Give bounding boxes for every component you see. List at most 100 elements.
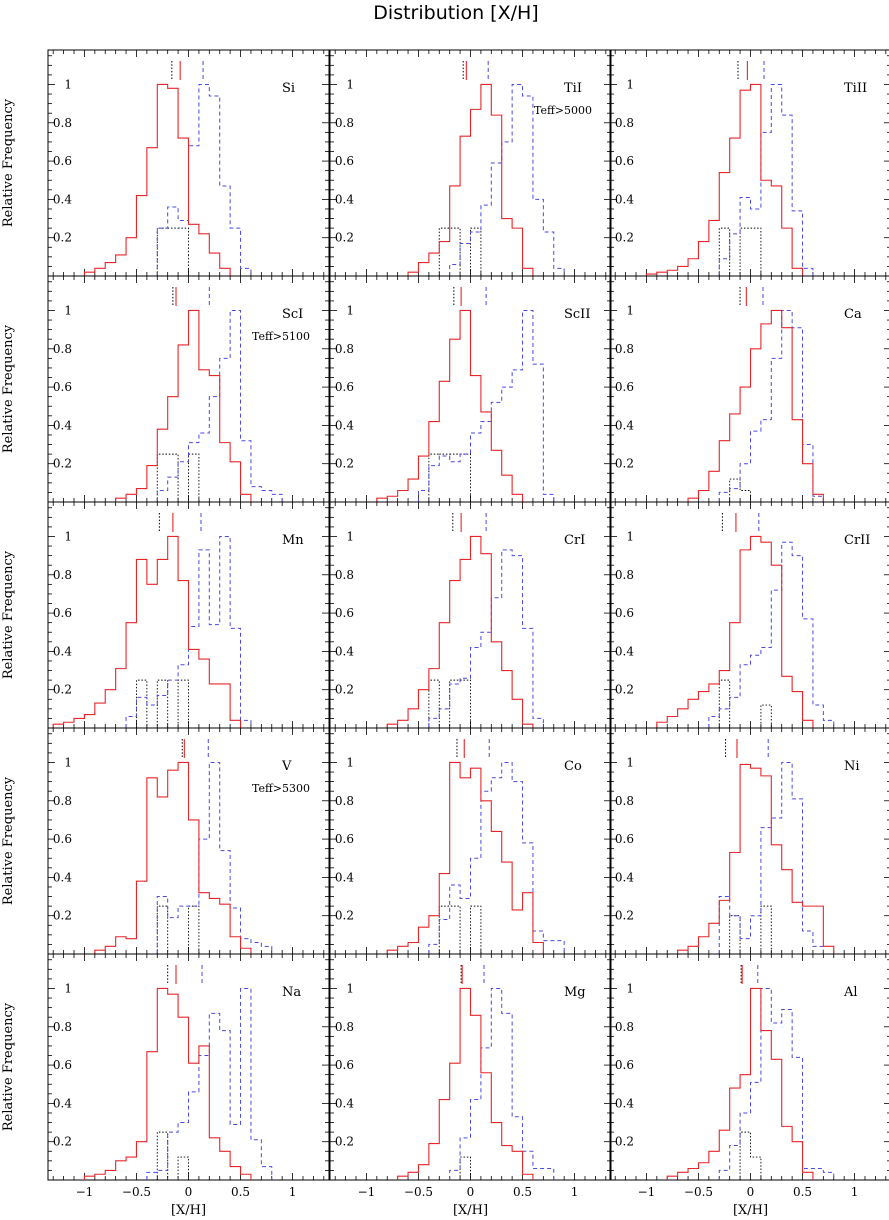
y-tick-label: 0.6 [335, 832, 354, 846]
histogram-red-solid [52, 535, 242, 728]
histogram-black-dotted [156, 1131, 189, 1181]
y-tick-label: 0.6 [335, 154, 354, 168]
y-tick-label: 0.8 [335, 794, 354, 808]
y-tick-label: 0.8 [615, 116, 634, 130]
histogram-red-solid [83, 987, 252, 1180]
histogram-blue-dashed [156, 83, 252, 276]
y-tick-label: 1 [64, 529, 72, 543]
y-tick-label: 0.4 [53, 192, 72, 206]
y-tick-label: 0.6 [53, 1058, 72, 1072]
histogram-black-dotted [718, 227, 762, 277]
y-tick-label: 0.6 [615, 606, 634, 620]
y-tick-label: 1 [64, 755, 72, 769]
histogram-blue-dashed [718, 309, 824, 502]
y-tick-label: 0.6 [335, 606, 354, 620]
element-label: CrI [564, 533, 585, 548]
y-tick-label: 0.6 [335, 380, 354, 394]
histogram-blue-dashed [449, 987, 555, 1180]
y-tick-label: 0.4 [615, 192, 634, 206]
x-tick-label: −1 [638, 1185, 656, 1199]
y-tick-label: 0.4 [335, 1096, 354, 1110]
histogram-black-dotted [428, 453, 471, 502]
histogram-red-solid [656, 535, 814, 728]
panel-tiii: 0.2 0.4 0.6 0.8 1 TiII [609, 49, 889, 277]
figure-title: Distribution [X/H] [373, 2, 538, 24]
histogram-blue-dashed [428, 549, 544, 728]
y-tick-label: 1 [626, 529, 634, 543]
y-tick-label: 0.2 [53, 457, 72, 471]
y-tick-label: 0.6 [53, 380, 72, 394]
y-tick-label: 0.2 [615, 683, 634, 697]
y-tick-label: 0.6 [335, 1058, 354, 1072]
x-axis-label: [X/H] [171, 1203, 206, 1218]
histogram-blue-dashed [449, 83, 565, 276]
x-tick-label: 0.5 [513, 1185, 532, 1199]
y-tick-label: 0.2 [335, 1135, 354, 1149]
x-tick-label: 0.5 [793, 1185, 812, 1199]
y-tick-label: 0.2 [615, 231, 634, 245]
element-label: Ni [844, 759, 860, 774]
x-tick-label: 1 [851, 1185, 859, 1199]
histogram-red-solid [407, 83, 534, 276]
element-label: Al [843, 985, 858, 1000]
histogram-red-solid [397, 987, 534, 1180]
panel-al: 0.2 0.4 0.6 0.8 1 Al −1 −0.5 0 0.5 1 [X/H] [609, 953, 889, 1218]
y-tick-label: 0.8 [53, 568, 72, 582]
x-tick-label: −1 [358, 1185, 376, 1199]
y-axis-label: Relative Frequency [1, 550, 16, 679]
histogram-red-solid [115, 309, 252, 502]
histogram-blue-dashed [428, 761, 565, 954]
element-label: Si [282, 81, 295, 96]
x-tick-label: 0 [185, 1185, 193, 1199]
element-label: TiI [564, 81, 582, 96]
y-tick-label: 0.4 [335, 418, 354, 432]
histogram-black-dotted [156, 905, 200, 955]
element-label: ScII [564, 307, 590, 322]
histogram-black-dotted [729, 1131, 762, 1181]
y-tick-label: 0.8 [615, 342, 634, 356]
teff-note: Teff>5100 [252, 330, 310, 343]
element-label: Mn [282, 533, 304, 548]
histogram-black-dotted [136, 679, 189, 729]
y-tick-label: 0.8 [53, 116, 72, 130]
histogram-red-solid [376, 309, 524, 502]
histogram-blue-dashed [156, 761, 273, 954]
y-tick-label: 0.8 [335, 1020, 354, 1034]
y-tick-label: 0.6 [53, 606, 72, 620]
x-tick-label: −1 [76, 1185, 94, 1199]
y-tick-label: 1 [346, 77, 354, 91]
histogram-black-dotted [729, 478, 751, 502]
y-tick-label: 0.8 [615, 794, 634, 808]
element-label: Na [282, 985, 301, 1000]
y-tick-label: 0.8 [53, 1020, 72, 1034]
y-tick-label: 0.4 [335, 870, 354, 884]
y-tick-label: 0.6 [615, 380, 634, 394]
histogram-black-dotted [438, 905, 482, 955]
histogram-red-solid [666, 987, 814, 1180]
y-tick-label: 1 [626, 755, 634, 769]
panel-sci: 0.2 0.4 0.6 0.8 1 ScI Teff>5100 Relative Freque… [1, 275, 330, 503]
histogram-blue-dashed [718, 987, 835, 1180]
panel-ni: 0.2 0.4 0.6 0.8 1 Ni [609, 727, 889, 955]
y-tick-label: 0.8 [335, 568, 354, 582]
panel-v: 0.2 0.4 0.6 0.8 1 V Teff>5300 Relative Frequenc… [1, 727, 330, 955]
panel-scii: 0.2 0.4 0.6 0.8 1 ScII [329, 275, 612, 503]
y-tick-label: 1 [346, 981, 354, 995]
y-tick-label: 0.2 [615, 1135, 634, 1149]
y-tick-label: 0.4 [53, 418, 72, 432]
element-label: ScI [282, 307, 303, 322]
y-tick-label: 0.2 [335, 231, 354, 245]
histogram-red-solid [687, 309, 824, 502]
y-tick-label: 0.2 [335, 909, 354, 923]
histogram-black-dotted [459, 1156, 471, 1180]
panel-tii: 0.2 0.4 0.6 0.8 1 TiI Teff>5000 [329, 49, 612, 277]
y-tick-label: 0.6 [615, 154, 634, 168]
y-tick-label: 1 [346, 529, 354, 543]
histogram-black-dotted [438, 227, 482, 277]
y-tick-label: 0.2 [335, 457, 354, 471]
panel-si: 0.2 0.4 0.6 0.8 1 Si Relative Frequency [1, 49, 330, 277]
histogram-blue-dashed [125, 535, 252, 728]
element-label: Co [564, 759, 582, 774]
x-tick-label: 0 [747, 1185, 755, 1199]
